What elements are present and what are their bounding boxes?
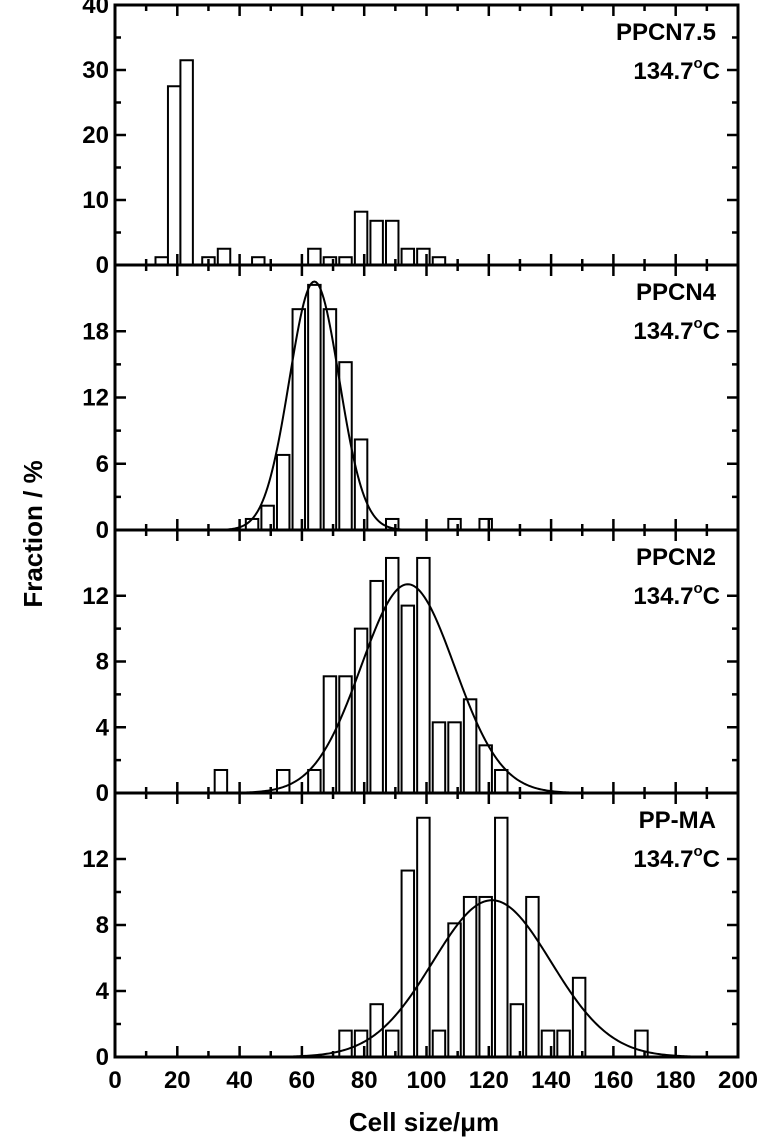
x-tick-label: 160 [593, 1067, 633, 1094]
y-tick-label: 18 [82, 318, 109, 345]
histogram-bar [431, 721, 447, 794]
histogram-bar [369, 579, 384, 794]
y-tick-label: 6 [96, 451, 109, 478]
histogram-bar [494, 768, 509, 794]
histogram-bar [431, 1029, 447, 1058]
panel-ppcn4: 0 6 12 18 PPCN4 134.7oC [82, 263, 740, 544]
panel-temperature-label: 134.7oC [633, 55, 720, 85]
histogram-bar [307, 768, 322, 794]
panel-sample-label: PP-MA [639, 807, 716, 834]
y-tick-label: 4 [96, 714, 110, 741]
x-axis-title: Cell size/μm [349, 1107, 499, 1137]
histogram-bar [525, 895, 540, 1059]
panel-ppcn2: 0 4 8 12 PPCN2 134.7oC [82, 528, 740, 807]
x-tick-label: 0 [108, 1067, 121, 1094]
panel-sample-label: PPCN2 [636, 544, 716, 571]
panel-temperature-label: 134.7oC [633, 315, 720, 345]
y-tick-label: 0 [96, 780, 109, 807]
panel-pp-ma: 0 4 8 12 PP-MA 134.7oC [82, 791, 740, 1071]
histogram-bar [462, 698, 478, 795]
histogram-bar [447, 721, 462, 794]
x-tick-label: 60 [289, 1067, 316, 1094]
panel-temperature-label: 134.7oC [633, 580, 720, 610]
y-axis-title: Fraction / % [18, 460, 48, 607]
y-tick-label: 40 [82, 0, 109, 19]
histogram-bar [244, 517, 260, 531]
y-tick-label: 4 [96, 978, 110, 1005]
histogram-bar [307, 247, 322, 266]
histogram-bar [275, 453, 291, 531]
y-tick-label: 8 [96, 912, 109, 939]
histogram-bar [494, 816, 509, 1058]
y-tick-label: 12 [82, 583, 109, 610]
y-tick-label: 0 [96, 517, 109, 544]
histogram-bar [322, 308, 338, 531]
histogram-bar [307, 283, 322, 531]
histogram-bar [556, 1029, 571, 1058]
y-tick-label: 0 [96, 1044, 109, 1071]
x-tick-label: 200 [718, 1067, 758, 1094]
histogram-bar [216, 247, 232, 266]
panel-sample-label: PPCN7.5 [616, 19, 716, 46]
y-tick-label: 10 [82, 187, 109, 214]
histogram-bar [213, 768, 229, 794]
y-tick-label: 0 [96, 252, 109, 279]
y-tick-label: 12 [82, 846, 109, 873]
histogram-bar [416, 816, 431, 1058]
histogram-bar [179, 59, 194, 266]
histogram-bar [385, 219, 400, 267]
histogram-bar [447, 922, 462, 1058]
x-tick-label: 120 [469, 1067, 509, 1094]
y-tick-label: 20 [82, 122, 109, 149]
histogram-bar [400, 604, 416, 794]
histogram-bar [416, 556, 431, 794]
histogram-bar [571, 976, 587, 1058]
panels: 010203040PPCN7.5134.7oC061218PPCN4134.7o… [82, 0, 758, 1094]
histogram-bar [338, 1029, 353, 1058]
y-tick-label: 30 [82, 57, 109, 84]
panel-temperature-label: 134.7oC [633, 843, 720, 873]
x-tick-label: 140 [531, 1067, 571, 1094]
histogram-bar [400, 247, 416, 266]
x-tick-label: 100 [406, 1067, 446, 1094]
histogram-bar [369, 219, 384, 267]
x-tick-label: 40 [226, 1067, 253, 1094]
x-tick-label: 180 [656, 1067, 696, 1094]
y-tick-label: 12 [82, 385, 109, 412]
histogram-bar [291, 308, 307, 531]
y-tick-label: 8 [96, 649, 109, 676]
histogram-bar [509, 1003, 525, 1059]
panel-ppcn7-5: 0 10 20 30 40 PPCN7.5 134.7oC [82, 0, 740, 279]
histogram-bar [166, 85, 182, 266]
panel-sample-label: PPCN4 [636, 279, 717, 306]
histogram-bar [385, 556, 400, 794]
x-tick-label: 20 [164, 1067, 191, 1094]
histogram-bar [400, 869, 416, 1058]
histogram-bar [478, 895, 493, 1059]
histogram-bar [462, 895, 478, 1059]
x-tick-label: 80 [351, 1067, 378, 1094]
histogram-bar [275, 768, 291, 794]
